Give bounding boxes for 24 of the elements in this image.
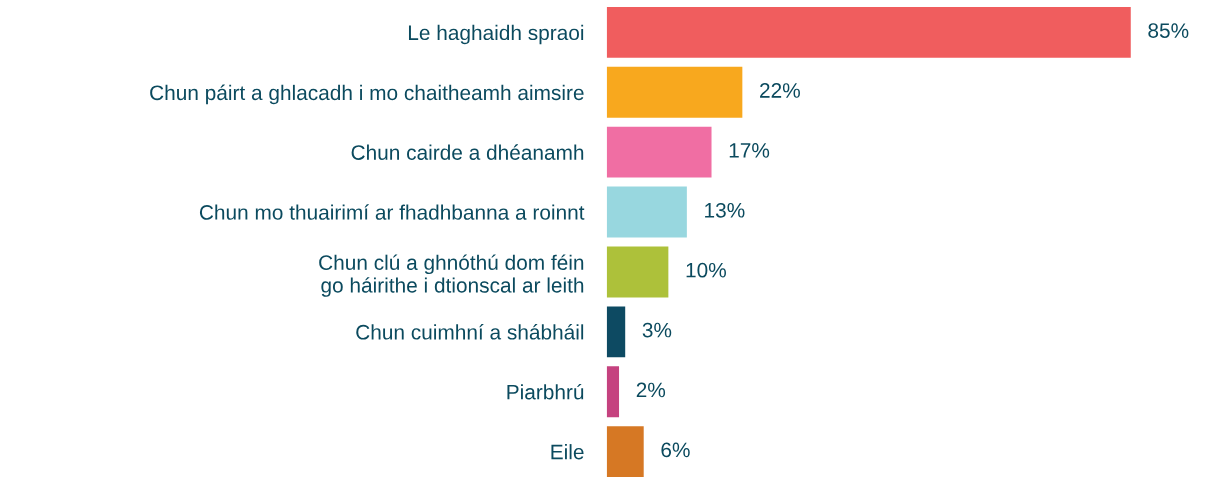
y-tick-label: Chun páirt a ghlacadh i mo chaitheamh aimsire <box>150 84 584 105</box>
y-tick-label: Chun mo thuairimí ar fhadhbanna a roinnt <box>199 204 585 220</box>
bar <box>606 126 712 178</box>
data-label: 6% <box>661 442 690 458</box>
bar <box>606 186 687 238</box>
bar <box>606 6 1131 58</box>
bar <box>606 66 743 118</box>
data-label: 10% <box>686 262 726 278</box>
y-tick-label: Chun clú a ghnóthú dom féin go háirithe i dtionscal ar leith <box>319 254 584 297</box>
data-label: 3% <box>642 322 672 338</box>
data-label: 85% <box>1148 23 1189 38</box>
bar <box>606 366 620 418</box>
y-tick-label: Le haghaidh spraoi <box>408 24 584 45</box>
bar <box>606 246 669 298</box>
data-label: 17% <box>729 143 770 158</box>
data-label: 22% <box>760 83 800 98</box>
y-tick-label: Eile <box>551 444 584 460</box>
y-tick-label: Chun cairde a dhéanamh <box>351 144 584 160</box>
y-tick-label: Piarbhrú <box>507 383 584 400</box>
bar <box>606 306 626 358</box>
bar <box>606 426 644 478</box>
data-label: 13% <box>705 202 745 218</box>
y-tick-label: Chun cuimhní a shábháil <box>356 324 584 340</box>
data-label: 2% <box>636 382 666 398</box>
